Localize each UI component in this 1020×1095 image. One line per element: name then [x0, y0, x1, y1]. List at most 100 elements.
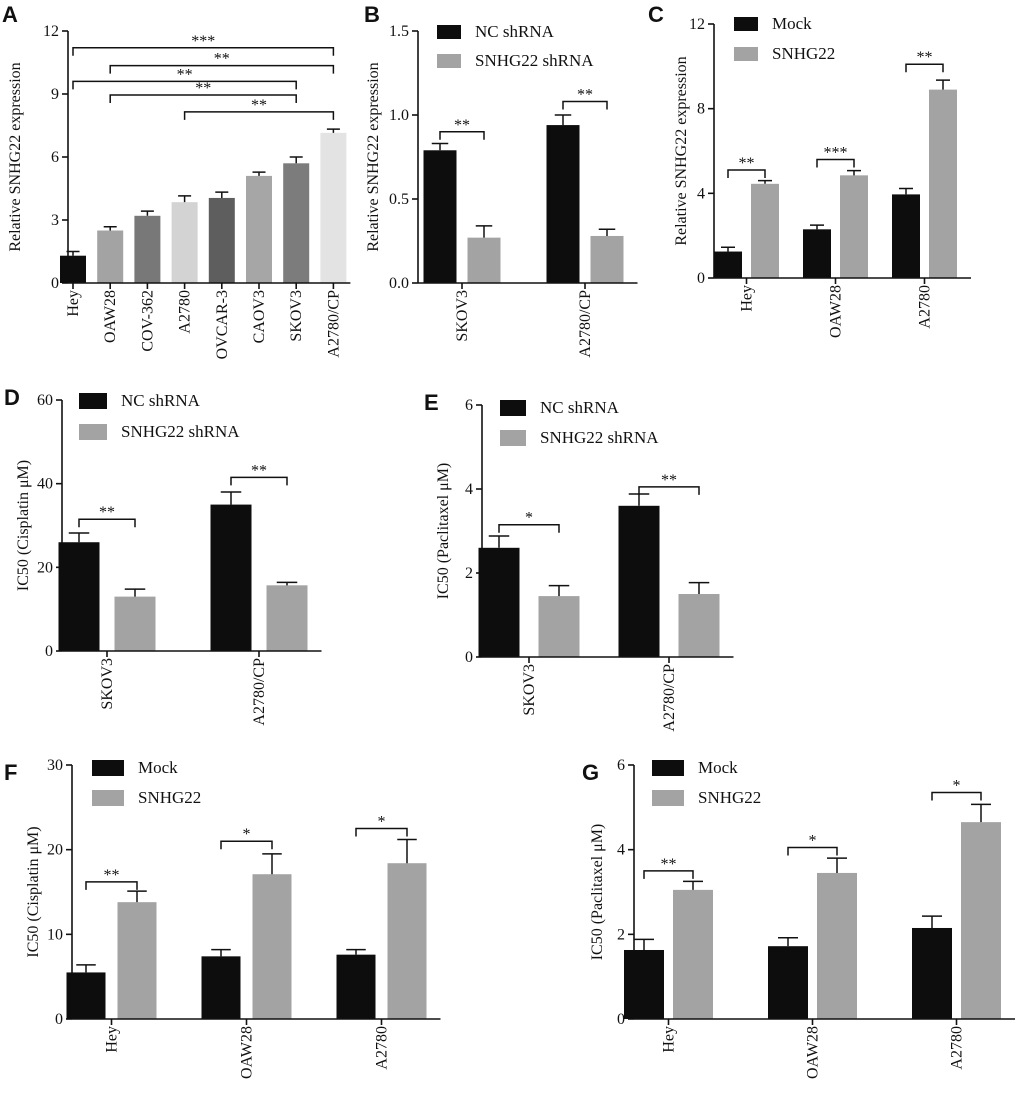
bar-mock [768, 946, 808, 1019]
legend-swatch [437, 54, 461, 68]
legend-label: SNHG22 [138, 788, 201, 807]
x-tick-label: OAW28 [828, 285, 845, 338]
legend-label: SNHG22 shRNA [475, 51, 594, 70]
y-tick-label: 1.0 [389, 107, 409, 124]
y-tick-label: 20 [47, 842, 63, 859]
panel-a: A 0 3 6 9 12 Relative SNHG22 expression Hey OAW2… [2, 2, 351, 359]
significance-label: ** [251, 462, 267, 479]
legend-label: Mock [772, 14, 812, 33]
significance-bracket [905, 63, 944, 73]
bar-mock [803, 229, 831, 278]
panel-d: D 0 20 40 60 IC50 (Cisplatin μM) SKOV3 A2780/CP… [4, 385, 322, 726]
error-bar [628, 493, 650, 506]
significance-bracket [220, 840, 273, 850]
bar-snhg22 [751, 183, 779, 278]
y-tick-label: 0.0 [389, 275, 409, 292]
bar-mock [201, 956, 241, 1019]
legend-swatch [79, 424, 107, 440]
error-bar [289, 156, 303, 164]
significance-label: * [953, 778, 961, 795]
significance-bracket [816, 158, 855, 168]
error-bar [683, 880, 703, 890]
error-bar [66, 250, 80, 256]
y-axis-label: Relative SNHG22 expression [365, 62, 382, 251]
x-tick-label: Hey [739, 285, 756, 312]
significance-label: ** [661, 472, 677, 489]
bar-snhg22 [961, 822, 1001, 1019]
bar-snhg22-shrna [538, 596, 580, 657]
y-tick-label: 0.5 [389, 191, 409, 208]
panel-f: F 0 10 20 30 IC50 (Cisplatin μM) Hey OAW28 A2780… [4, 757, 441, 1079]
y-axis-label: IC50 (Cisplatin μM) [15, 460, 32, 591]
bar-nc-shrna [546, 125, 580, 283]
panel-b: B 0.0 0.5 1.0 1.5 Relative SNHG22 expression S… [364, 2, 638, 358]
significance-label: ** [104, 867, 120, 884]
bar-nc-shrna [210, 504, 252, 651]
legend-swatch [652, 760, 684, 776]
error-bar [178, 195, 192, 203]
legend-label: Mock [138, 758, 178, 777]
error-bar [397, 838, 417, 864]
error-bar [431, 142, 449, 151]
y-tick-label: 2 [465, 565, 473, 582]
panel-letter: E [424, 390, 439, 415]
significance-bracket [638, 486, 700, 495]
legend-label: Mock [698, 758, 738, 777]
bar-snhg22 [117, 902, 157, 1019]
significance-label: ** [195, 80, 211, 97]
y-tick-label: 10 [47, 926, 63, 943]
bar-mock [892, 194, 920, 278]
error-bar [598, 228, 616, 236]
legend-swatch [92, 760, 124, 776]
legend-swatch [500, 430, 526, 446]
y-tick-label: 4 [465, 481, 473, 498]
bar-mock [624, 949, 664, 1019]
error-bar [827, 857, 847, 873]
x-tick-label: A2780/CP [577, 290, 594, 358]
bar-snhg22 [252, 874, 292, 1019]
x-tick-label: A2780 [374, 1026, 391, 1070]
x-tick-label: OVCAR-3 [214, 290, 231, 359]
significance-bracket [439, 131, 485, 140]
y-tick-label: 4 [697, 185, 705, 202]
x-tick-label: OAW28 [102, 290, 119, 343]
y-tick-label: 40 [37, 476, 53, 493]
error-bar [899, 187, 913, 195]
error-bar [688, 581, 710, 594]
legend-label: SNHG22 [698, 788, 761, 807]
bar-mock [714, 251, 742, 278]
y-tick-label: 6 [465, 397, 473, 414]
panel-letter: A [2, 2, 18, 27]
error-bar [634, 938, 654, 950]
legend-label: SNHG22 shRNA [121, 422, 240, 441]
bar [134, 215, 161, 283]
y-tick-label: 6 [51, 149, 59, 166]
y-tick-label: 0 [55, 1011, 63, 1028]
error-bar [488, 535, 510, 548]
panel-letter: C [648, 2, 664, 27]
significance-bracket [85, 881, 138, 890]
significance-label: *** [824, 144, 848, 161]
significance-label: * [378, 814, 386, 831]
y-tick-label: 0 [45, 643, 53, 660]
y-tick-label: 60 [37, 392, 53, 409]
bar-snhg22 [673, 889, 713, 1019]
error-bar [326, 128, 340, 133]
bar [97, 230, 124, 283]
error-bar [475, 225, 493, 238]
error-bar [276, 581, 298, 586]
bar [60, 255, 86, 283]
significance-bracket [78, 518, 136, 528]
y-tick-label: 12 [43, 23, 59, 40]
significance-bracket [230, 476, 288, 486]
bar-mock [66, 972, 106, 1019]
panel-c: C 0 4 8 12 Relative SNHG22 expression Hey OAW28… [648, 2, 971, 338]
y-axis-label: IC50 (Cisplatin μM) [25, 826, 42, 957]
x-tick-label: A2780 [949, 1026, 966, 1070]
error-bar [68, 532, 90, 543]
legend-swatch [79, 393, 107, 409]
error-bar [211, 948, 231, 957]
panel-letter: F [4, 760, 17, 785]
